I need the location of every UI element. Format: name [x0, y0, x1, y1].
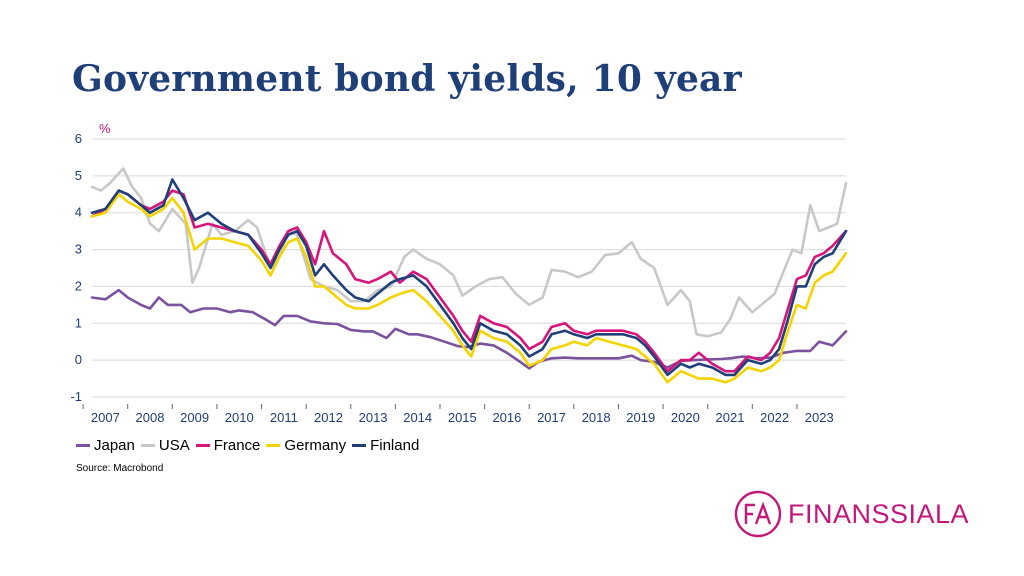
legend-label: USA	[158, 437, 190, 454]
x-tick-label: 2018	[582, 410, 611, 425]
y-tick-label: 1	[75, 315, 82, 330]
finanssiala-logo: FINANSSIALA	[734, 490, 969, 538]
x-tick-label: 2019	[626, 410, 655, 425]
legend-item-usa: USA	[140, 437, 190, 454]
series-line-finland	[90, 178, 848, 377]
grid-layer	[92, 138, 846, 398]
series-line-france	[90, 189, 848, 373]
legend-swatch	[195, 444, 210, 447]
legend-label: Japan	[94, 437, 135, 454]
y-tick-label: 6	[75, 131, 82, 146]
x-tick-label: 2015	[448, 410, 477, 425]
legend-item-finland: Finland	[352, 437, 419, 454]
x-tick-label: 2008	[136, 410, 165, 425]
legend-item-japan: Japan	[76, 437, 135, 454]
legend-swatch	[140, 444, 155, 447]
series-line-usa	[90, 167, 848, 338]
legend-swatch	[76, 444, 90, 447]
x-tick-label: 2011	[270, 410, 298, 425]
x-tick-label: 2021	[716, 410, 745, 425]
legend-label: France	[213, 437, 261, 454]
x-tick-label: 2014	[403, 410, 432, 425]
x-tick-label: 2016	[492, 410, 521, 425]
x-tick-label: 2023	[805, 410, 834, 425]
x-tick-label: 2020	[671, 410, 700, 425]
y-tick-label: 5	[75, 168, 82, 183]
legend-label: Germany	[284, 437, 347, 454]
x-tick-label: 2012	[314, 410, 343, 425]
unit-label: %	[99, 121, 111, 136]
logo-text: FINANSSIALA	[788, 498, 970, 529]
y-tick-label: 3	[75, 242, 82, 257]
legend-item-germany: Germany	[266, 437, 346, 454]
x-tick-label: 2010	[225, 410, 254, 425]
finanssiala-logo-icon	[734, 490, 782, 538]
x-tick-label: 2009	[180, 410, 209, 425]
slide-title: Government bond yields, 10 year	[72, 58, 742, 100]
legend-swatch	[266, 444, 281, 447]
x-tick-label: 2013	[359, 410, 388, 425]
axis-layer: -1 0 1 2 3 4 5 6 2007 2008 2009 2010 2011 2012 2013 201…	[70, 131, 833, 425]
y-tick-label: 4	[75, 205, 82, 220]
legend-label: Finland	[370, 437, 420, 454]
chart-legend: Japan USA France Germany Finland	[76, 437, 425, 454]
y-tick-label: 0	[75, 352, 82, 367]
legend-item-france: France	[195, 437, 261, 454]
source-note: Source: Macrobond	[76, 463, 164, 474]
series-line-germany	[90, 193, 848, 384]
x-tick-label: 2017	[537, 410, 566, 425]
legend-swatch	[352, 444, 367, 447]
series-layer	[90, 167, 848, 384]
x-tick-label: 2022	[760, 410, 789, 425]
y-tick-label: -1	[70, 389, 82, 404]
series-line-japan	[90, 288, 848, 370]
x-tick-label: 2007	[91, 410, 120, 425]
y-tick-label: 2	[75, 278, 82, 293]
line-chart: -1 0 1 2 3 4 5 6 2007 2008 2009 2010 2011 2012 2013 201…	[70, 121, 848, 425]
